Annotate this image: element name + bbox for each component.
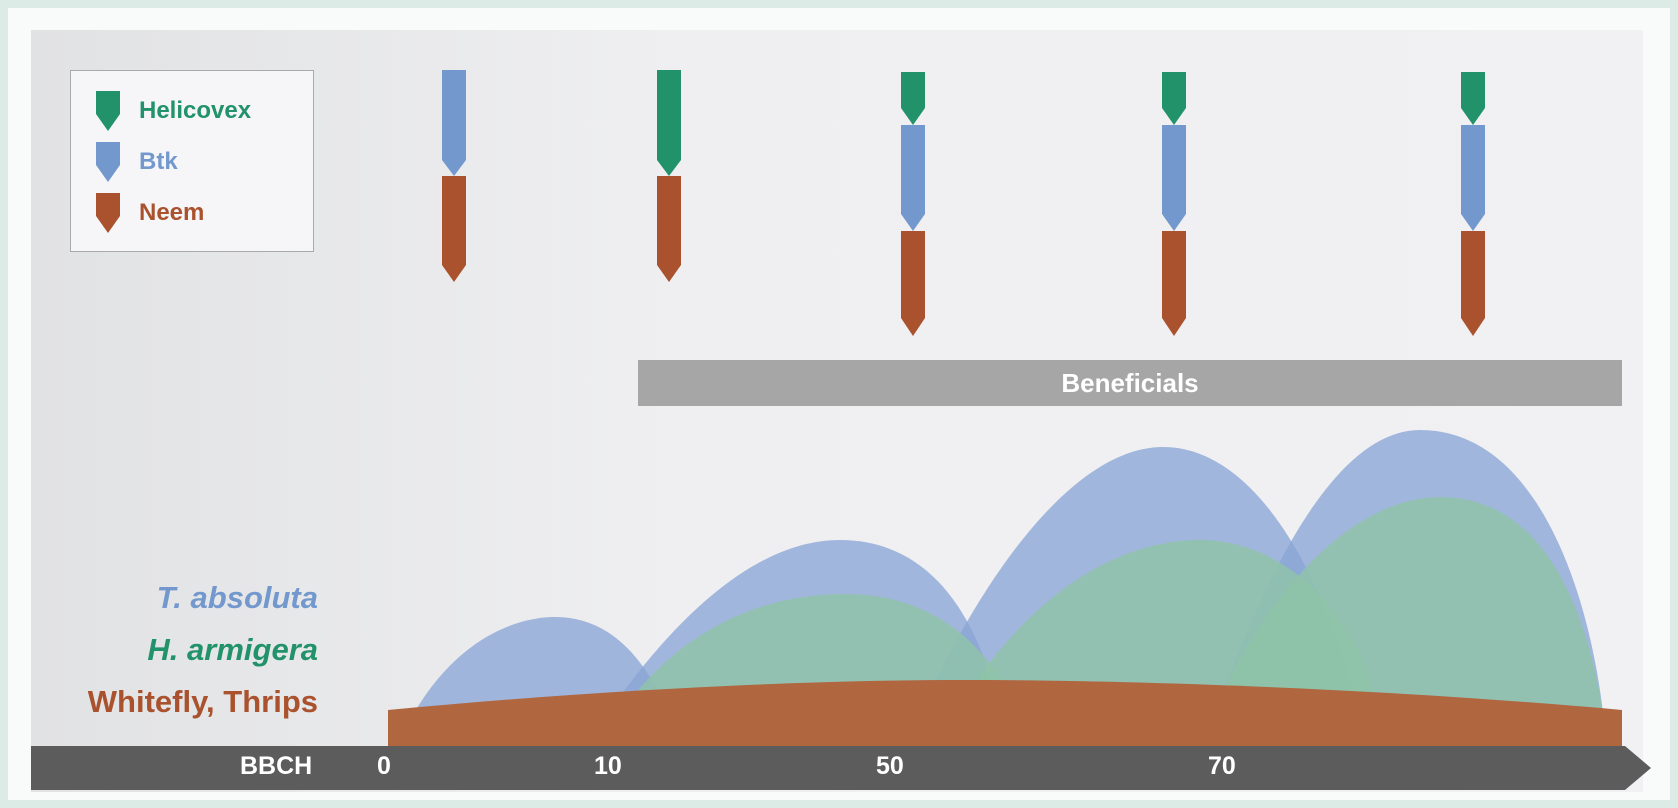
species-label-h-armigera: H. armigera: [147, 632, 318, 667]
species-label-whitefly-thrips: Whitefly, Thrips: [87, 684, 318, 719]
neem-marker: [657, 176, 681, 282]
helicovex-marker: [657, 70, 681, 176]
application-marker-3: [901, 72, 925, 336]
h-armigera-curve-3: [1215, 497, 1603, 713]
application-marker-4: [1162, 72, 1186, 336]
whitefly-thrips-area: [388, 680, 1622, 746]
helicovex-marker-icon: [96, 91, 120, 131]
legend-item-neem: Neem: [95, 193, 204, 233]
neem-marker: [901, 231, 925, 336]
axis-tick-50: 50: [876, 752, 904, 780]
helicovex-marker: [901, 72, 925, 125]
btk-marker: [442, 70, 466, 176]
axis-tick-0: 0: [377, 752, 391, 780]
btk-marker-icon: [96, 142, 120, 182]
btk-marker: [1162, 125, 1186, 231]
application-marker-1: [442, 70, 466, 282]
axis-tick-10: 10: [594, 752, 622, 780]
species-label-t-absoluta: T. absoluta: [156, 580, 318, 615]
application-marker-5: [1461, 72, 1485, 336]
btk-marker: [1461, 125, 1485, 231]
btk-marker: [901, 125, 925, 231]
bbch-axis-bar: [31, 746, 1651, 790]
axis-title: BBCH: [240, 752, 313, 780]
axis-tick-70: 70: [1208, 752, 1236, 780]
legend-item-btk: Btk: [95, 142, 178, 182]
beneficials-label: Beneficials: [1061, 367, 1199, 398]
t-absoluta-curve-1: [414, 617, 668, 713]
beneficials-bar: Beneficials: [638, 360, 1622, 406]
legend-item-helicovex: Helicovex: [95, 91, 251, 131]
legend-label-neem: Neem: [139, 199, 205, 226]
legend-label-btk: Btk: [139, 148, 178, 175]
neem-marker: [1461, 231, 1485, 336]
legend-label-helicovex: Helicovex: [139, 97, 252, 124]
helicovex-marker: [1162, 72, 1186, 125]
neem-marker: [442, 176, 466, 282]
helicovex-marker: [1461, 72, 1485, 125]
neem-marker-icon: [96, 193, 120, 233]
legend: Helicovex Btk Neem: [70, 70, 314, 252]
application-marker-2: [657, 70, 681, 282]
neem-marker: [1162, 231, 1186, 336]
